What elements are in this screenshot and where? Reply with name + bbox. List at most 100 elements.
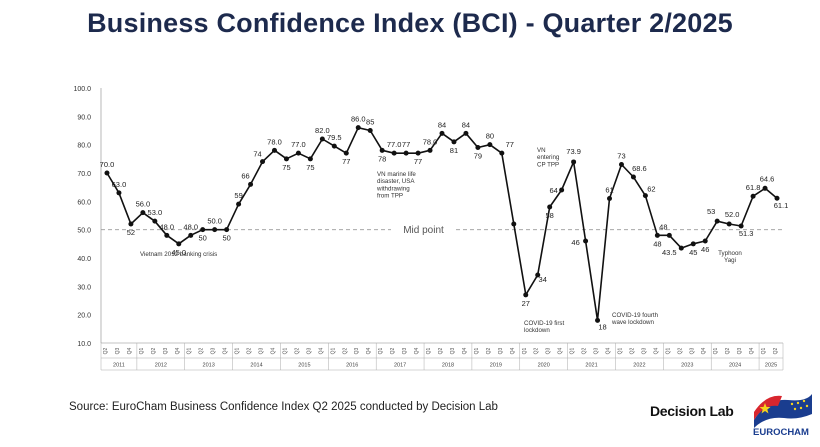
data-point [236, 201, 242, 207]
y-tick-label: 20.0 [77, 313, 91, 320]
data-point [391, 150, 397, 156]
x-tick-label: Q4 [414, 347, 420, 354]
x-tick-label: Q1 [761, 347, 767, 354]
data-label: 75 [282, 163, 290, 172]
x-tick-label: Q1 [235, 347, 241, 354]
eurocham-logo-text: EUROCHAM [753, 427, 809, 438]
data-label: 77 [414, 157, 422, 166]
data-point [607, 196, 613, 201]
data-label: 82.0 [315, 126, 330, 135]
bci-line-chart: 100.0 90.0 80.0 70.0 60.0 50.0 40.0 30.0 20.0 10.… [73, 86, 789, 371]
data-point [379, 147, 385, 153]
data-point [511, 221, 517, 227]
data-point [331, 143, 337, 149]
decision-lab-logo: Decision Lab [650, 403, 734, 419]
chart-annotation: VN entering CP TPP [537, 147, 560, 168]
year-label: 2015 [298, 363, 310, 369]
data-point [630, 174, 636, 180]
chart-annotation-line: Yagi [724, 257, 736, 264]
year-label: 2024 [729, 363, 741, 369]
x-tick-label: Q2 [677, 347, 683, 354]
data-label: 64.6 [760, 174, 775, 183]
x-tick-label: Q3 [546, 347, 552, 354]
data-point [451, 139, 457, 145]
year-label: 2023 [681, 363, 693, 369]
data-label: 61.1 [774, 201, 789, 210]
x-tick-label: Q3 [306, 347, 312, 354]
year-label: 2019 [490, 363, 502, 369]
x-tick-label: Q2 [103, 347, 109, 354]
year-label: 2012 [155, 363, 167, 369]
data-label: 59 [234, 191, 242, 200]
data-point [343, 150, 349, 156]
data-label: 46 [701, 245, 709, 254]
chart-annotation-line: Typhoon [718, 250, 742, 257]
year-label: 2013 [203, 363, 215, 369]
data-point [702, 238, 708, 244]
year-label: 2016 [346, 363, 358, 369]
x-tick-label: Q1 [139, 347, 145, 354]
data-point [774, 195, 780, 201]
x-tick-label: Q4 [366, 347, 372, 354]
data-label: 48 [653, 239, 661, 248]
data-label: 61.8 [746, 183, 761, 192]
x-tick-label: Q2 [342, 347, 348, 354]
data-point [176, 241, 182, 247]
x-tick-label: Q2 [151, 347, 157, 354]
chart-annotation-line: VN [537, 147, 546, 154]
data-label: 48 [659, 222, 667, 231]
data-label: 84 [438, 120, 446, 129]
x-tick-label: Q3 [450, 347, 456, 354]
data-label: 43.5 [662, 248, 677, 257]
data-label: 63.0 [112, 180, 127, 189]
x-tick-label: Q3 [115, 347, 121, 354]
chart-annotation-line: COVID-19 first [524, 320, 565, 327]
chart-annotation-line: COVID-19 fourth [612, 312, 659, 319]
data-point [690, 241, 696, 247]
x-tick-label: Q1 [617, 347, 623, 354]
data-label: 68.6 [632, 164, 647, 173]
data-point [439, 130, 445, 136]
data-label: 53 [707, 207, 715, 216]
data-point [750, 193, 756, 199]
data-label: 48.0 [183, 222, 198, 231]
data-label: 45.0 [171, 248, 186, 257]
data-label: 50.0 [207, 217, 222, 226]
data-label: 78.0 [267, 137, 282, 146]
x-tick-label: Q4 [653, 347, 659, 354]
x-tick-label: Q2 [486, 347, 492, 354]
x-tick-label: Q1 [282, 347, 288, 354]
x-tick-label: Q3 [641, 347, 647, 354]
data-point [487, 142, 493, 148]
data-label: 74 [253, 150, 261, 159]
data-label: 77 [402, 140, 410, 149]
data-point [307, 156, 313, 162]
y-tick-label: 40.0 [77, 256, 91, 263]
data-label: 34 [539, 275, 547, 284]
data-point [271, 147, 277, 153]
data-point [714, 218, 720, 224]
chart-annotation-line: withdrawing [376, 185, 410, 192]
x-tick-label: Q2 [294, 347, 300, 354]
data-label: 85 [366, 118, 374, 127]
x-tick-label: Q4 [749, 347, 755, 354]
x-tick-label: Q2 [534, 347, 540, 354]
y-tick-label: 100.0 [73, 86, 91, 93]
chart-annotation-line: disaster, USA [377, 178, 415, 185]
data-label: 61 [605, 186, 613, 195]
x-tick-label: Q1 [378, 347, 384, 354]
year-label: 2021 [585, 363, 597, 369]
data-label: 77 [506, 140, 514, 149]
data-point [355, 125, 361, 131]
chart-annotation: VN marine life disaster, USA withdrawing fr… [376, 171, 416, 200]
data-point [164, 232, 170, 238]
data-point [738, 223, 744, 229]
data-label: 58 [546, 211, 554, 220]
data-label: 78 [378, 154, 386, 163]
data-label: 77.0 [291, 140, 306, 149]
eurocham-flag-icon [754, 394, 812, 428]
data-point [666, 232, 672, 238]
data-point [140, 210, 146, 216]
x-tick-label: Q4 [270, 347, 276, 354]
data-label: 50 [222, 234, 230, 243]
